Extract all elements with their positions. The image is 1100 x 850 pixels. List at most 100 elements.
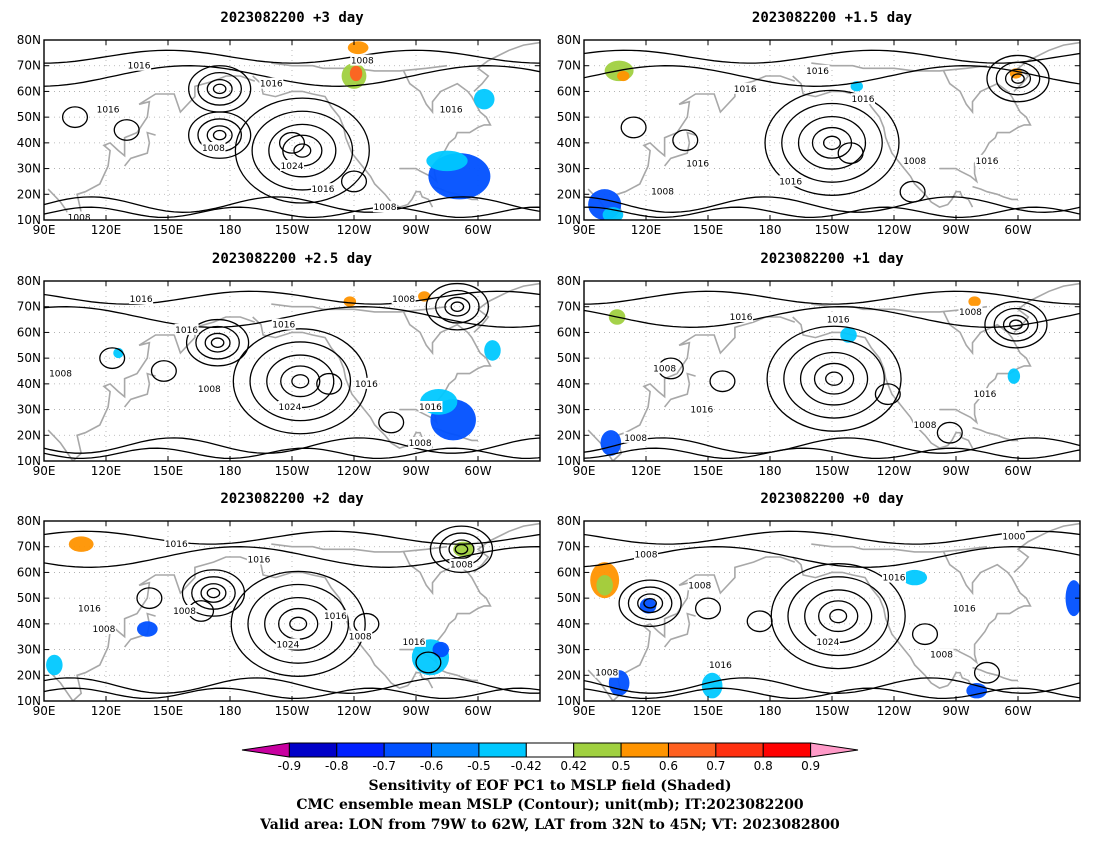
lat-tick-label: 70N — [17, 540, 41, 554]
footer-line-3: Valid area: LON from 79W to 62W, LAT fro… — [259, 817, 840, 833]
contour-label: 1016 — [165, 540, 188, 550]
colorbar-label: 0.6 — [659, 759, 678, 773]
lat-tick-label: 60N — [17, 84, 41, 98]
contour-label: 1016 — [973, 390, 996, 400]
lat-tick-label: 40N — [557, 617, 581, 631]
panel-title: 2023082200 +2 day — [220, 491, 364, 507]
lon-tick-label: 180 — [219, 704, 242, 718]
panel-title: 2023082200 +3 day — [220, 10, 364, 26]
contour-label: 1016 — [852, 95, 875, 105]
contour-label: 1008 — [173, 607, 196, 617]
lat-tick-label: 50N — [17, 351, 41, 365]
contour-label: 1016 — [730, 313, 753, 323]
colorbar-swatch — [241, 742, 290, 758]
lat-tick-label: 40N — [557, 136, 581, 150]
lon-tick-label: 60W — [464, 464, 491, 478]
lat-tick-label: 70N — [17, 300, 41, 314]
panel-title: 2023082200 +1 day — [760, 251, 904, 267]
contour-label: 1008 — [49, 370, 72, 380]
contour-label: 1016 — [78, 604, 101, 614]
lat-tick-label: 30N — [17, 643, 41, 657]
lat-tick-label: 40N — [17, 136, 41, 150]
panel-title: 2023082200 +1.5 day — [752, 10, 913, 26]
lat-tick-label: 20N — [557, 668, 581, 682]
lon-tick-label: 180 — [759, 464, 782, 478]
lon-tick-label: 90W — [402, 464, 429, 478]
grid-lines — [44, 521, 540, 701]
colorbar-label: 0.7 — [706, 759, 725, 773]
contour-label: 1008 — [68, 213, 91, 223]
contour-label: 1008 — [202, 144, 225, 154]
coastlines — [587, 522, 1080, 701]
colorbar-label: -0.42 — [511, 759, 542, 773]
contour-label: 1008 — [651, 188, 674, 198]
lon-tick-label: 180 — [219, 464, 242, 478]
lon-tick-label: 90W — [942, 464, 969, 478]
lon-tick-label: 120E — [631, 704, 662, 718]
footer-line-1: Sensitivity of EOF PC1 to MSLP field (Sh… — [368, 778, 731, 794]
contour-label: 1008 — [198, 385, 221, 395]
contour-label: 1024 — [276, 640, 299, 650]
footer-line-2: CMC ensemble mean MSLP (Contour); unit(m… — [296, 797, 804, 813]
map-panel-5: 1016 1016 1016 1008 1008 1024 1016 1008 1016 1008… — [17, 491, 541, 718]
lat-tick-label: 80N — [557, 33, 581, 47]
lon-tick-label: 90E — [573, 464, 596, 478]
lon-tick-label: 120W — [877, 704, 912, 718]
lat-tick-label: 70N — [557, 59, 581, 73]
lon-tick-label: 180 — [759, 223, 782, 237]
mslp-contours — [44, 49, 540, 219]
lon-tick-label: 60W — [1004, 464, 1031, 478]
contour-label: 1016 — [272, 321, 295, 331]
lon-tick-label: 150W — [275, 464, 310, 478]
colorbar-label: -0.6 — [420, 759, 443, 773]
contour-label: 1008 — [450, 561, 473, 571]
lon-tick-label: 150W — [275, 223, 310, 237]
colorbar-swatch — [620, 742, 669, 758]
lat-tick-label: 60N — [17, 565, 41, 579]
map-panel-1: 1016 1016 1016 1008 1016 1008 1024 1016 1008 1008… — [17, 10, 541, 237]
contour-label: 1008 — [653, 364, 676, 374]
contour-label: 1016 — [883, 574, 906, 584]
grid-lines — [584, 40, 1080, 220]
contour-label: 1008 — [392, 295, 415, 305]
contour-label: 1008 — [914, 421, 937, 431]
map-panels: 1016 1016 1016 1008 1016 1008 1024 1016 1008 1008… — [17, 10, 1081, 718]
lat-tick-label: 10N — [17, 454, 41, 468]
lat-tick-label: 10N — [557, 454, 581, 468]
lon-tick-label: 120E — [631, 223, 662, 237]
contour-label: 1024 — [281, 162, 304, 172]
lat-tick-label: 20N — [557, 187, 581, 201]
lon-tick-label: 120E — [91, 464, 122, 478]
lon-tick-label: 90E — [33, 704, 56, 718]
lon-tick-label: 120E — [91, 704, 122, 718]
lat-tick-label: 80N — [557, 274, 581, 288]
contour-label: 1016 — [130, 295, 153, 305]
panel-title: 2023082200 +2.5 day — [212, 251, 373, 267]
lon-tick-label: 180 — [219, 223, 242, 237]
colorbar-label: -0.8 — [325, 759, 348, 773]
colorbar-swatch — [810, 742, 859, 758]
lon-tick-label: 120W — [337, 223, 372, 237]
lat-tick-label: 20N — [17, 428, 41, 442]
lat-tick-label: 10N — [17, 694, 41, 708]
map-panel-6: 1000 1016 1008 1008 1016 1024 1016 1008 1008 10N 2… — [557, 491, 1081, 718]
lon-tick-label: 150E — [153, 704, 184, 718]
mslp-contours — [584, 49, 1080, 219]
lon-tick-label: 120W — [877, 223, 912, 237]
lon-tick-label: 150E — [153, 223, 184, 237]
panel-title: 2023082200 +0 day — [760, 491, 904, 507]
lat-tick-label: 40N — [557, 377, 581, 391]
axis-ticks — [583, 520, 1080, 702]
lon-tick-label: 60W — [1004, 223, 1031, 237]
contour-label: 1016 — [312, 185, 335, 195]
colorbar-label: -0.7 — [372, 759, 395, 773]
colorbar-swatch — [667, 742, 717, 758]
lat-tick-label: 10N — [17, 213, 41, 227]
map-panel-4: 1016 1016 1008 1008 1016 1008 1016 1008 10N 20N 30… — [557, 251, 1081, 478]
lon-tick-label: 150E — [693, 704, 724, 718]
lon-tick-label: 120W — [877, 464, 912, 478]
lat-tick-label: 70N — [557, 300, 581, 314]
lon-tick-label: 120W — [337, 464, 372, 478]
sensitivity-shading — [341, 41, 495, 200]
